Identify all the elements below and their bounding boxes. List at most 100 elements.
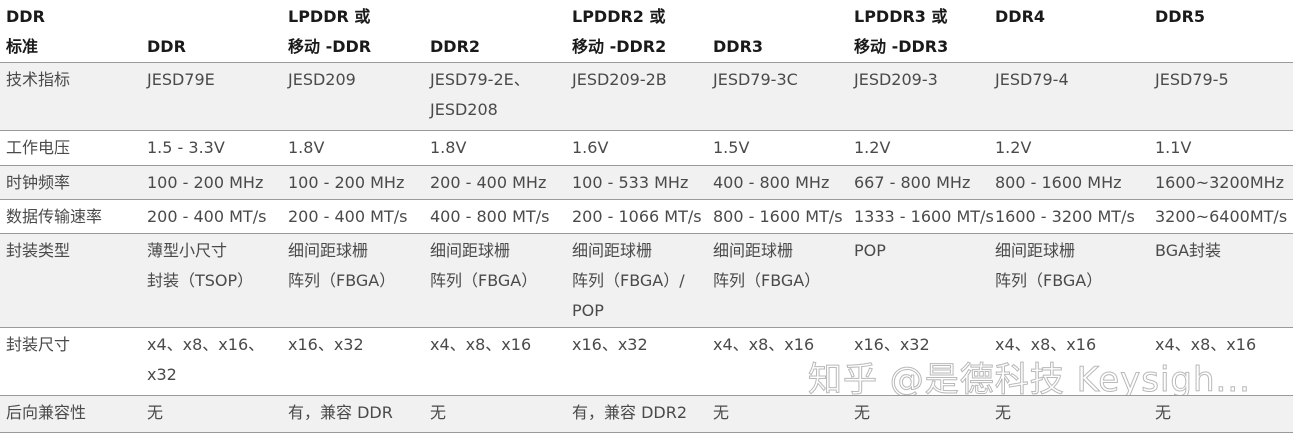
table-cell: 技术指标 <box>6 65 70 95</box>
table-cell: 无 <box>1155 398 1171 428</box>
table-row: 时钟频率 100 - 200 MHz 100 - 200 MHz 200 - 400 … <box>0 165 1293 199</box>
table-row: 数据传输速率 200 - 400 MT/s 200 - 400 MT/s 400 - … <box>0 199 1293 233</box>
cell-text: BGA封装 <box>1155 241 1222 260</box>
cell-text: 1.6V <box>572 138 609 157</box>
table-cell: 时钟频率 <box>6 168 70 198</box>
cell-text: 1.2V <box>995 138 1032 157</box>
cell-text: 1.1V <box>1155 138 1192 157</box>
table-cell: x16、x32 <box>288 330 364 360</box>
table-cell: JESD209 <box>288 65 356 95</box>
table-cell: 100 - 533 MHz <box>572 168 688 198</box>
header-cell: LPDDR 或移动 -DDR <box>288 2 371 62</box>
cell-text: 1.8V <box>288 138 325 157</box>
cell-text: 200 - 1066 MT/s <box>572 207 702 226</box>
header-cell: DDR5 <box>1155 2 1205 32</box>
table-cell: 200 - 400 MT/s <box>147 202 266 232</box>
cell-text: 工作电压 <box>6 138 71 157</box>
cell-text: x16、x32 <box>288 335 364 354</box>
cell-text: 封装尺寸 <box>6 335 71 354</box>
cell-text: 无 <box>1155 403 1172 422</box>
cell-text: x32 <box>147 365 177 384</box>
cell-text: 200 - 400 MHz <box>430 173 547 192</box>
cell-text: 200 - 400 MT/s <box>288 207 408 226</box>
cell-text: 400 - 800 MHz <box>713 173 830 192</box>
table-cell: 细间距球栅阵列（FBGA） <box>288 236 395 296</box>
header-cell: DDR <box>147 32 186 62</box>
table-cell: x4、x8、x16 <box>1155 330 1256 360</box>
table-cell: 1.5 - 3.3V <box>147 133 225 163</box>
table-cell: 400 - 800 MT/s <box>430 202 549 232</box>
table-cell: 薄型小尺寸封装（TSOP） <box>147 236 253 296</box>
header-cell: LPDDR2 或移动 -DDR2 <box>572 2 666 62</box>
cell-text: 1.2V <box>854 138 891 157</box>
header-text: 移动 -DDR3 <box>854 37 949 56</box>
cell-text: 细间距球栅 <box>713 241 794 260</box>
table-cell: 细间距球栅 阵列（FBGA） <box>430 236 537 296</box>
cell-text: 100 - 200 MHz <box>147 173 264 192</box>
cell-text: 无 <box>854 403 871 422</box>
cell-text: 无 <box>430 403 447 422</box>
cell-text: JESD79-4 <box>995 70 1069 89</box>
table-cell: 400 - 800 MHz <box>713 168 829 198</box>
table-cell: 1600 - 3200 MT/s <box>995 202 1135 232</box>
cell-text: 1.5V <box>713 138 750 157</box>
table-cell: 细间距球栅 阵列（FBGA） <box>713 236 820 296</box>
table-cell: 100 - 200 MHz <box>288 168 404 198</box>
header-cell: DDR4 <box>995 2 1045 32</box>
table-cell: x4、x8、x16、 x32 <box>147 330 264 390</box>
cell-text: JESD79-3C <box>713 70 798 89</box>
header-text: 移动 -DDR2 <box>572 37 667 56</box>
table-cell: JESD209-2B <box>572 65 667 95</box>
cell-text: 无 <box>995 403 1012 422</box>
cell-text: 细间距球栅 <box>430 241 511 260</box>
cell-text: 封装（TSOP） <box>147 271 254 290</box>
table-cell: 1.2V <box>995 133 1031 163</box>
table-cell: 1.5V <box>713 133 749 163</box>
cell-text: 细间距球栅 <box>288 241 369 260</box>
table-cell: 200 - 1066 MT/s <box>572 202 702 232</box>
cell-text: x4、x8、x16 <box>995 335 1097 354</box>
header-text: DDR <box>147 37 186 56</box>
table-cell: x4、x8、x16 <box>713 330 814 360</box>
table-cell: 200 - 400 MHz <box>430 168 546 198</box>
table-cell: 数据传输速率 <box>6 202 102 232</box>
header-text: DDR4 <box>995 7 1046 26</box>
cell-text: 400 - 800 MT/s <box>430 207 550 226</box>
cell-text: JESD209 <box>288 70 356 89</box>
cell-text: x4、x8、x16 <box>430 335 532 354</box>
cell-text: x16、x32 <box>572 335 648 354</box>
cell-text: 1600 - 3200 MT/s <box>995 207 1135 226</box>
header-cell: LPDDR3 或移动 -DDR3 <box>854 2 948 62</box>
cell-text: x16、x32 <box>854 335 930 354</box>
table-row: 封装类型 薄型小尺寸 封装（TSOP） 细间距球栅 阵列（FBGA） 细间距球栅 阵列（FB… <box>0 233 1293 327</box>
cell-text: 3200~6400MT/s <box>1155 207 1288 226</box>
header-text: DDR5 <box>1155 7 1206 26</box>
table-cell: 无 <box>147 398 163 428</box>
table-cell: 无 <box>995 398 1011 428</box>
table-cell: 细间距球栅 阵列（FBGA） <box>995 236 1102 296</box>
table-cell: 800 - 1600 MHz <box>995 168 1122 198</box>
header-text: DDR3 <box>713 37 764 56</box>
table-cell: JESD79-2E、 JESD208 <box>430 65 530 125</box>
table-cell: 1.1V <box>1155 133 1191 163</box>
table-cell: 后向兼容性 <box>6 398 86 428</box>
cell-text: 细间距球栅 <box>572 241 653 260</box>
cell-text: 800 - 1600 MHz <box>995 173 1122 192</box>
cell-text: 有，兼容 DDR <box>288 403 393 422</box>
table-cell: 1.2V <box>854 133 890 163</box>
cell-text: 阵列（FBGA） <box>288 271 396 290</box>
cell-text: JESD209-2B <box>572 70 667 89</box>
table-cell: JESD79-5 <box>1155 65 1229 95</box>
header-text: DDR2 <box>430 37 481 56</box>
cell-text: 薄型小尺寸 <box>147 241 228 260</box>
cell-text: 1333 - 1600 MT/s <box>854 207 994 226</box>
header-text: LPDDR3 或 <box>854 7 948 26</box>
table-cell: 无 <box>713 398 729 428</box>
table-cell: JESD79-3C <box>713 65 798 95</box>
table-cell: x4、x8、x16 <box>995 330 1096 360</box>
cell-text: 100 - 533 MHz <box>572 173 689 192</box>
table-cell: JESD79-4 <box>995 65 1069 95</box>
cell-text: 技术指标 <box>6 70 71 89</box>
cell-text: JESD208 <box>430 100 498 119</box>
